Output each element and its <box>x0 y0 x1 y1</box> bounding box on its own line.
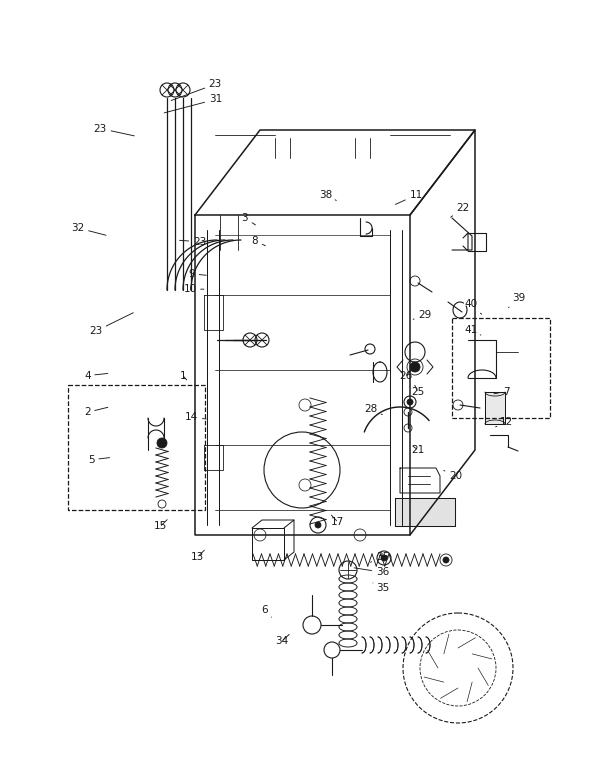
Text: 9: 9 <box>188 269 206 279</box>
Text: 17: 17 <box>331 515 344 527</box>
Circle shape <box>315 522 321 528</box>
Text: 35: 35 <box>373 582 389 593</box>
Text: 13: 13 <box>191 550 204 562</box>
Text: 4: 4 <box>84 370 108 381</box>
Text: 23: 23 <box>89 313 133 337</box>
Text: 23: 23 <box>171 79 222 100</box>
Text: 12: 12 <box>496 417 513 428</box>
Text: 1: 1 <box>179 370 186 381</box>
Text: 23: 23 <box>179 236 206 247</box>
Text: 11: 11 <box>395 190 422 204</box>
Text: 39: 39 <box>509 293 526 308</box>
Polygon shape <box>395 498 455 526</box>
Text: 35: 35 <box>371 552 389 562</box>
Text: 38: 38 <box>319 190 336 200</box>
Circle shape <box>443 557 449 563</box>
Text: 6: 6 <box>261 605 271 617</box>
Text: 31: 31 <box>164 94 222 113</box>
Text: 2: 2 <box>84 407 108 418</box>
Text: 32: 32 <box>71 223 106 236</box>
Text: 14: 14 <box>185 412 206 422</box>
Text: 5: 5 <box>88 454 110 465</box>
Text: 20: 20 <box>444 470 462 481</box>
Text: 21: 21 <box>411 444 424 455</box>
Polygon shape <box>485 392 505 424</box>
Text: 40: 40 <box>464 299 481 314</box>
Text: 29: 29 <box>413 310 431 321</box>
Text: 34: 34 <box>276 634 289 646</box>
Text: 15: 15 <box>154 519 167 532</box>
Text: 22: 22 <box>451 203 470 217</box>
Circle shape <box>410 362 420 372</box>
Text: 3: 3 <box>241 213 255 225</box>
Text: 41: 41 <box>464 325 481 336</box>
Circle shape <box>157 438 167 448</box>
Text: 36: 36 <box>354 567 389 578</box>
Circle shape <box>407 399 413 405</box>
Text: 26: 26 <box>399 369 412 382</box>
Text: 25: 25 <box>411 386 424 397</box>
Text: 23: 23 <box>94 123 135 136</box>
Text: 10: 10 <box>183 284 204 295</box>
Text: 28: 28 <box>364 404 382 415</box>
Text: 8: 8 <box>251 236 266 246</box>
Text: 7: 7 <box>494 386 510 397</box>
Circle shape <box>381 555 387 561</box>
